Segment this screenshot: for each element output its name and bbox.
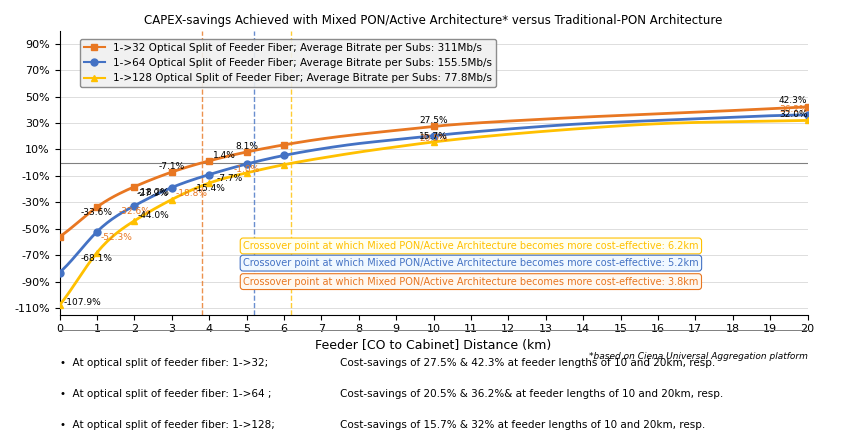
Text: -27.9%: -27.9% (136, 189, 168, 198)
Text: 42.3%: 42.3% (779, 97, 808, 105)
Text: 36.2%: 36.2% (779, 104, 808, 114)
Text: •  At optical split of feeder fiber: 1->64 ;: • At optical split of feeder fiber: 1->6… (60, 389, 271, 399)
Text: -32.6%: -32.6% (118, 207, 150, 216)
Text: 20.5%: 20.5% (419, 134, 448, 143)
Text: 15.7%: 15.7% (419, 132, 448, 141)
Text: -18.8%: -18.8% (175, 189, 207, 198)
Text: Crossover point at which Mixed PON/Active Architecture becomes more cost-effecti: Crossover point at which Mixed PON/Activ… (243, 258, 699, 268)
Text: -15.4%: -15.4% (193, 184, 225, 194)
Text: •  At optical split of feeder fiber: 1->32;: • At optical split of feeder fiber: 1->3… (60, 358, 268, 368)
Text: -56.1%: -56.1% (0, 436, 1, 437)
Text: -7.7%: -7.7% (217, 174, 243, 183)
Text: *based on Ciena Universal Aggregation platform: *based on Ciena Universal Aggregation pl… (588, 351, 808, 361)
Text: -7.1%: -7.1% (159, 162, 184, 171)
Legend: 1->32 Optical Split of Feeder Fiber; Average Bitrate per Subs: 311Mb/s, 1->64 Op: 1->32 Optical Split of Feeder Fiber; Ave… (80, 38, 496, 87)
Text: -68.1%: -68.1% (81, 254, 113, 263)
Text: 1.4%: 1.4% (212, 150, 235, 160)
Text: 8.1%: 8.1% (235, 142, 258, 151)
Text: Cost-savings of 27.5% & 42.3% at feeder lengths of 10 and 20km, resp.: Cost-savings of 27.5% & 42.3% at feeder … (340, 358, 715, 368)
Text: -52.3%: -52.3% (100, 233, 133, 242)
Text: -44.0%: -44.0% (138, 211, 170, 219)
Text: -18.2%: -18.2% (138, 188, 170, 197)
Text: Crossover point at which Mixed PON/Active Architecture becomes more cost-effecti: Crossover point at which Mixed PON/Activ… (243, 241, 699, 251)
Text: 27.5%: 27.5% (419, 116, 448, 125)
Text: -83.2%: -83.2% (0, 436, 1, 437)
Title: CAPEX-savings Achieved with Mixed PON/Active Architecture* versus Traditional-PO: CAPEX-savings Achieved with Mixed PON/Ac… (144, 14, 722, 27)
Text: •  At optical split of feeder fiber: 1->128;: • At optical split of feeder fiber: 1->1… (60, 420, 275, 430)
Text: Cost-savings of 15.7% & 32% at feeder lengths of 10 and 20km, resp.: Cost-savings of 15.7% & 32% at feeder le… (340, 420, 706, 430)
Text: -107.9%: -107.9% (63, 298, 101, 307)
Text: Cost-savings of 20.5% & 36.2%& at feeder lengths of 10 and 20km, resp.: Cost-savings of 20.5% & 36.2%& at feeder… (340, 389, 723, 399)
Text: 32.0%: 32.0% (779, 110, 808, 119)
Text: Crossover point at which Mixed PON/Active Architecture becomes more cost-effecti: Crossover point at which Mixed PON/Activ… (243, 277, 699, 287)
Text: -1.0%: -1.0% (234, 165, 259, 174)
Text: -33.6%: -33.6% (81, 208, 113, 218)
X-axis label: Feeder [CO to Cabinet] Distance (km): Feeder [CO to Cabinet] Distance (km) (315, 339, 552, 351)
